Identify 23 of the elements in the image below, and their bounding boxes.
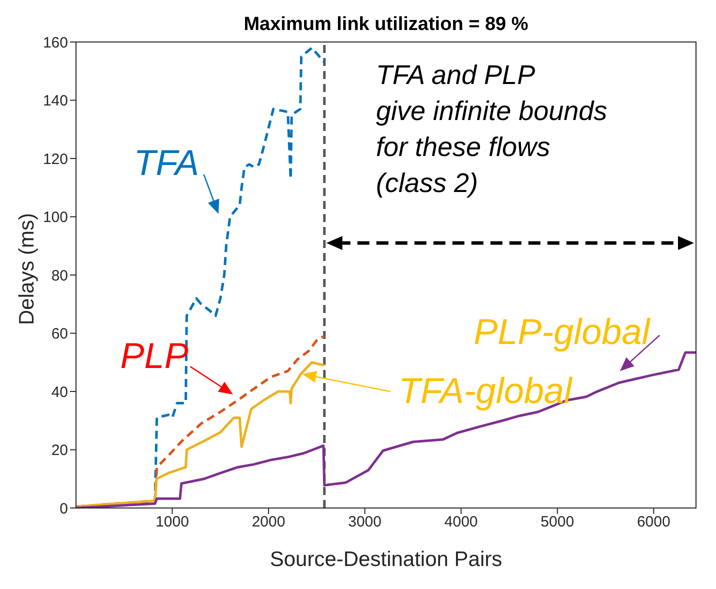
x-tick-label: 3000 — [348, 514, 382, 531]
y-tick-label: 120 — [42, 150, 68, 168]
y-tick-label: 0 — [60, 500, 68, 518]
chart-title: Maximum link utilization = 89 % — [242, 14, 530, 36]
annotation: PLP-global — [474, 311, 650, 354]
y-axis-title: Delays (ms) — [15, 212, 38, 325]
y-tick-label: 160 — [42, 34, 68, 52]
y-tick-label: 40 — [51, 384, 68, 401]
annotation: PLP — [120, 334, 188, 377]
x-axis-title: Source-Destination Pairs — [270, 548, 502, 571]
annotation: TFA-global — [398, 370, 572, 412]
x-tick-label: 1000 — [156, 514, 189, 531]
y-tick-label: 140 — [42, 92, 68, 110]
annotation: TFA and PLP give infinite bounds for these flows (class 2) — [376, 58, 608, 200]
x-tick-label: 4000 — [444, 514, 478, 531]
x-tick-label: 2000 — [252, 514, 286, 531]
y-tick-label: 20 — [51, 442, 68, 460]
y-tick-label: 60 — [51, 326, 68, 343]
y-tick-label: 80 — [51, 267, 68, 284]
x-tick-label: 6000 — [636, 514, 670, 531]
y-tick-label: 100 — [42, 209, 68, 226]
annotation: TFA — [134, 142, 200, 184]
x-tick-label: 5000 — [540, 514, 574, 531]
